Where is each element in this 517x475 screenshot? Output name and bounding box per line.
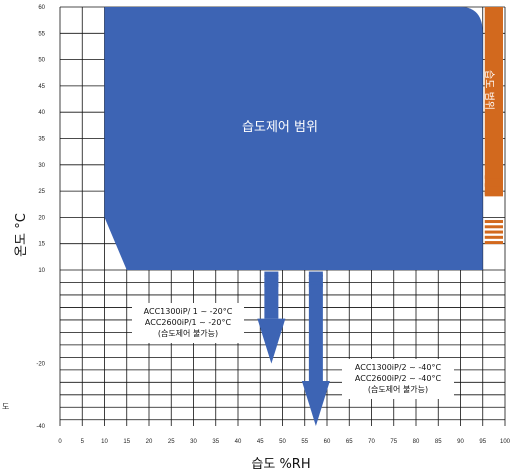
side-band-stripe — [484, 225, 503, 229]
side-band-stripe — [484, 183, 503, 187]
axis-ticks: 0 5 10 15 20 25 30 35 40 45 50 55 60 65 70 75 80 85 90 95 10… — [36, 5, 510, 445]
x-tick-label: 35 — [212, 439, 219, 445]
x-tick-label: 30 — [190, 439, 197, 445]
side-band-stripe — [484, 175, 503, 179]
x-tick-label: 85 — [435, 439, 442, 445]
side-band-stripe — [484, 230, 503, 234]
x-tick-label: 40 — [235, 439, 242, 445]
humidity-control-zone — [104, 7, 483, 270]
x-tick-label: 10 — [101, 439, 108, 445]
arrow-head — [301, 381, 330, 426]
x-tick-label: 75 — [390, 439, 397, 445]
arrow-dash — [308, 271, 323, 277]
temperature-arrows — [257, 271, 330, 426]
x-tick-label: 65 — [346, 439, 353, 445]
side-band-stripe — [484, 241, 503, 245]
arrow-dash — [308, 278, 323, 284]
stray-text: 도 — [2, 402, 9, 411]
x-tick-label: 15 — [123, 439, 130, 445]
x-tick-label: 50 — [279, 439, 286, 445]
x-tick-label: 20 — [146, 439, 153, 445]
x-tick-label: 80 — [413, 439, 420, 445]
annotation-box — [342, 359, 454, 399]
arrow-dash — [264, 271, 279, 277]
y-tick-label: 35 — [38, 137, 45, 143]
y-tick-label: 60 — [38, 5, 45, 11]
side-band-solid — [484, 7, 503, 197]
y-tick-label: 15 — [38, 242, 45, 248]
annotation-box — [132, 303, 244, 343]
x-axis-title: 습도 %RH — [251, 457, 310, 472]
annotation-line: ACC2600iP/1 ~ -20°C — [145, 318, 232, 327]
y-tick-label: 20 — [38, 215, 45, 221]
arrow-shaft — [308, 284, 323, 381]
arrow-shaft — [264, 284, 279, 319]
side-band-label: 습도 범위 — [483, 70, 496, 110]
humidity-range-band — [484, 7, 503, 245]
y-tick-label: 50 — [38, 58, 45, 64]
y-tick-label: 10 — [38, 268, 45, 274]
y-tick-label: 25 — [38, 189, 45, 195]
x-tick-label: 90 — [457, 439, 464, 445]
x-tick-label: 5 — [81, 439, 85, 445]
x-tick-label: 60 — [324, 439, 331, 445]
side-band-stripe — [484, 191, 503, 195]
x-tick-label: 25 — [168, 439, 175, 445]
side-band-stripe — [484, 220, 503, 224]
y-tick-label: 55 — [38, 31, 45, 37]
arrow-dash — [308, 274, 323, 280]
x-tick-label: 95 — [479, 439, 486, 445]
x-tick-label: 70 — [368, 439, 375, 445]
annotation-line: ACC1300iP/ 1 ~ -20°C — [144, 307, 233, 316]
arrow-dash — [264, 278, 279, 284]
y-tick-label: 40 — [38, 110, 45, 116]
x-tick-label: 45 — [257, 439, 264, 445]
annotation-line: (습도제어 불가능) — [368, 384, 428, 394]
x-tick-label: 0 — [58, 439, 62, 445]
y-tick-label: -20 — [36, 362, 45, 368]
annotation-line: ACC1300iP/2 ~ -40°C — [355, 363, 442, 372]
annotation-line: ACC2600iP/2 ~ -40°C — [355, 374, 442, 383]
y-tick-label: 30 — [38, 163, 45, 169]
x-tick-label: 55 — [301, 439, 308, 445]
annotation-line: (습도제어 불가능) — [158, 328, 218, 338]
side-band-stripe — [484, 235, 503, 239]
arrow-dash — [264, 274, 279, 280]
x-tick-label: 100 — [500, 439, 511, 445]
y-tick-label: -40 — [36, 424, 45, 430]
y-tick-label: 45 — [38, 84, 45, 90]
arrow-head — [257, 318, 286, 364]
humidity-zone-shape — [104, 7, 483, 270]
y-axis-title: 온도 °C — [14, 213, 29, 257]
humidity-zone-label: 습도제어 범위 — [242, 120, 318, 135]
